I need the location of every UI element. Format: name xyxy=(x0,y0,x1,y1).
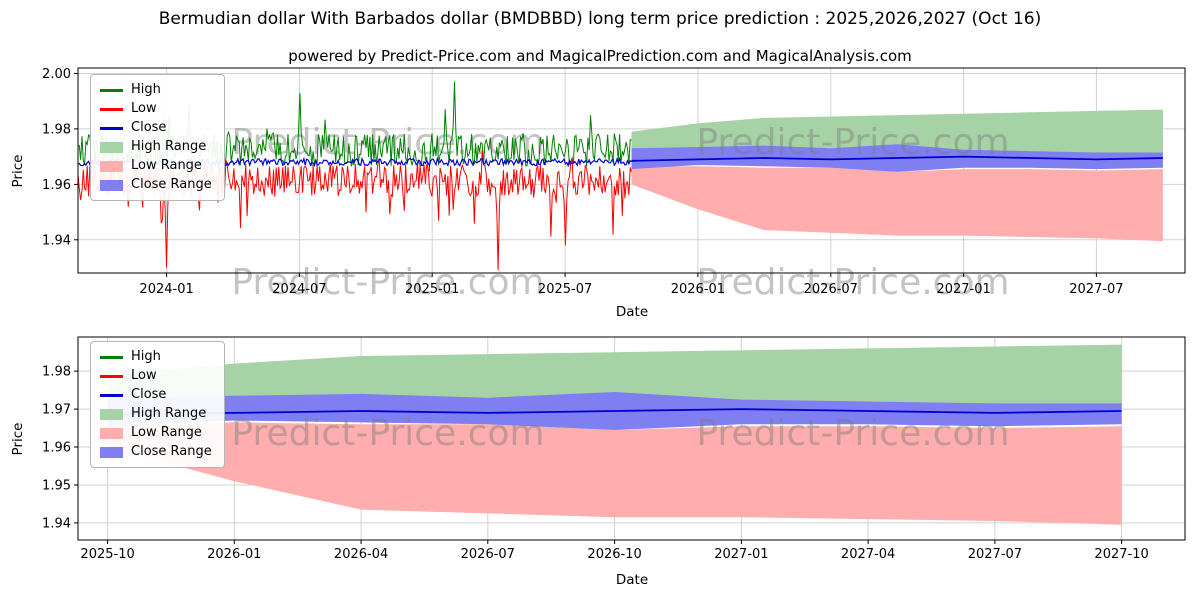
line-swatch xyxy=(100,374,123,378)
patch-swatch xyxy=(100,141,123,153)
low-range-band xyxy=(631,166,1163,242)
x-tick-label: 2026-01 xyxy=(207,547,261,562)
x-tick-label: 2026-10 xyxy=(587,547,641,562)
x-tick-label: 2026-04 xyxy=(334,547,388,562)
x-tick-label: 2025-01 xyxy=(405,282,459,297)
legend-item-high: High xyxy=(100,82,212,98)
legend-item-close: Close xyxy=(100,387,212,403)
x-axis-title: Date xyxy=(616,304,648,320)
legend-label: Low xyxy=(131,368,157,383)
x-tick-label: 2024-01 xyxy=(139,282,193,297)
watermark-text: Predict-Price.com xyxy=(231,413,544,454)
x-tick-label: 2026-01 xyxy=(671,282,725,297)
x-tick-label: 2026-07 xyxy=(461,547,515,562)
x-tick-label: 2026-07 xyxy=(804,282,858,297)
legend-label: Low xyxy=(131,101,157,116)
legend-top: High Low Close High Range Low Range Close Ran… xyxy=(90,74,225,201)
legend-item-high-range: High Range xyxy=(100,406,212,422)
y-tick-label: 1.98 xyxy=(42,122,71,137)
legend-label: Low Range xyxy=(131,425,202,440)
legend-label: Close xyxy=(131,387,167,402)
legend-label: High Range xyxy=(131,406,207,421)
y-tick-label: 1.94 xyxy=(42,516,71,531)
y-tick-label: 1.96 xyxy=(42,178,71,193)
line-swatch xyxy=(100,107,123,111)
y-tick-label: 1.95 xyxy=(42,479,71,494)
watermark-text: Predict-Price.com xyxy=(696,262,1009,303)
x-tick-label: 2027-04 xyxy=(841,547,895,562)
legend-item-close-range: Close Range xyxy=(100,177,212,193)
legend-item-close: Close xyxy=(100,120,212,136)
high-range-band xyxy=(631,109,1163,156)
x-tick-label: 2027-01 xyxy=(714,547,768,562)
legend-item-low: Low xyxy=(100,101,212,117)
x-tick-label: 2027-01 xyxy=(936,282,990,297)
legend-item-high-range: High Range xyxy=(100,139,212,155)
legend-item-low: Low xyxy=(100,368,212,384)
y-tick-label: 1.97 xyxy=(42,403,71,418)
legend-label: High xyxy=(131,349,161,364)
legend-label: High Range xyxy=(131,139,207,154)
legend-item-high: High xyxy=(100,349,212,365)
y-axis-title: Price xyxy=(10,155,26,188)
x-tick-label: 2025-07 xyxy=(538,282,592,297)
plot-border xyxy=(77,67,1186,274)
x-tick-label: 2024-07 xyxy=(272,282,326,297)
patch-swatch xyxy=(100,160,123,172)
close-forecast-line xyxy=(631,155,1163,162)
patch-swatch xyxy=(100,408,123,420)
line-swatch xyxy=(100,88,123,92)
watermark-text: Predict-Price.com xyxy=(231,262,544,303)
y-tick-label: 1.98 xyxy=(42,365,71,380)
x-tick-label: 2027-07 xyxy=(968,547,1022,562)
patch-swatch xyxy=(100,427,123,439)
y-tick-label: 1.96 xyxy=(42,441,71,456)
legend-item-low-range: Low Range xyxy=(100,158,212,174)
legend-label: High xyxy=(131,82,161,97)
x-axis-title: Date xyxy=(616,572,648,588)
plot-border xyxy=(77,336,1186,541)
line-swatch xyxy=(100,393,123,397)
legend-label: Close xyxy=(131,120,167,135)
page-title: Bermudian dollar With Barbados dollar (B… xyxy=(158,9,1042,29)
y-axis-title: Price xyxy=(10,423,26,456)
line-swatch xyxy=(100,126,123,130)
x-tick-label: 2025-10 xyxy=(80,547,134,562)
legend-label: Low Range xyxy=(131,158,202,173)
legend-item-close-range: Close Range xyxy=(100,444,212,460)
legend-item-low-range: Low Range xyxy=(100,425,212,441)
patch-swatch xyxy=(100,179,123,191)
price-history-chart: Predict-Price.com Predict-Price.comPredic… xyxy=(10,67,1186,320)
close-forecast-line xyxy=(107,408,1122,416)
legend-label: Close Range xyxy=(131,444,212,459)
y-tick-label: 2.00 xyxy=(42,67,71,82)
subtitle: powered by Predict-Price.com and Magical… xyxy=(288,47,912,65)
watermark-text: Predict-Price.com xyxy=(696,413,1009,454)
y-tick-label: 1.94 xyxy=(42,233,71,248)
patch-swatch xyxy=(100,446,123,458)
legend-bottom: High Low Close High Range Low Range Close Ran… xyxy=(90,341,225,468)
forecast-chart: Predict-Price.com Predict-Price.com 1.94 1.… xyxy=(10,336,1186,588)
line-swatch xyxy=(100,355,123,359)
high-range-band xyxy=(107,344,1122,408)
x-tick-label: 2027-10 xyxy=(1094,547,1148,562)
legend-label: Close Range xyxy=(131,177,212,192)
low-range-band xyxy=(107,422,1122,525)
x-tick-label: 2027-07 xyxy=(1069,282,1123,297)
